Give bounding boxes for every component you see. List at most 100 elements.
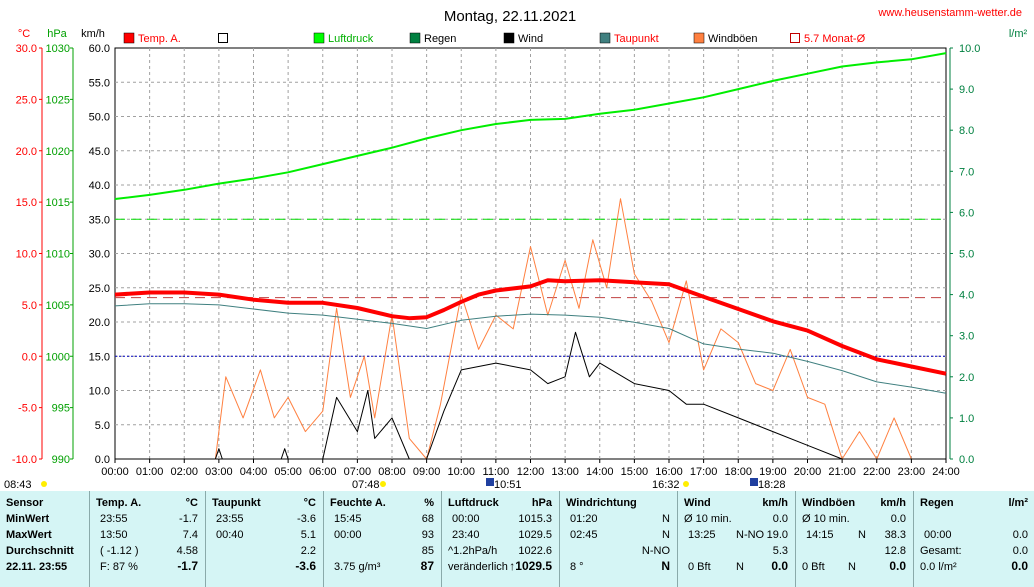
stats-temp-humidity-note: F: 87 % (100, 561, 138, 573)
stats-wind-max-dir: N-NO (736, 529, 765, 541)
stats-wind-bft: 0 Bft (688, 561, 711, 573)
sunrise-icon (380, 481, 386, 487)
sunset-icon (683, 481, 689, 487)
temperature-line (114, 278, 947, 376)
rain-tick-label: 7.0 (959, 166, 974, 178)
stats-pressure-current: ↑1029.5 (509, 559, 552, 573)
temp-tick-label: 15.0 (16, 197, 37, 209)
stats-dew-max-time: 00:40 (216, 529, 244, 541)
x-tick-label: 16:00 (655, 466, 683, 478)
rain-tick-label: 9.0 (959, 84, 974, 96)
stats-dew-min-time: 23:55 (216, 513, 244, 525)
stats-wind-avg10-label: Ø 10 min. (684, 513, 732, 525)
legend-swatch (503, 32, 515, 44)
speed-tick-label: 20.0 (89, 317, 110, 329)
legend-swatch (693, 32, 705, 44)
stats-unit-dew: °C (303, 497, 316, 509)
speed-tick-label: 30.0 (89, 249, 110, 261)
stats-pressure-trend: ^1.2hPa/h (448, 545, 498, 557)
legend-swatch (218, 33, 228, 43)
stats-temp-avg: 4.58 (176, 545, 198, 557)
stats-gusts-max-dir: N (858, 529, 866, 541)
stats-gusts-avg: 12.8 (884, 545, 906, 557)
rain-tick-label: 4.0 (959, 290, 974, 302)
stats-col-sensor: Sensor MinWert MaxWert Durchschnitt 22.1… (0, 491, 88, 587)
stats-temp-max-time: 13:50 (100, 529, 128, 541)
x-tick-label: 24:00 (932, 466, 960, 478)
rain-unit-label: l/m² (1009, 28, 1028, 40)
pressure-tick-label: 1020 (46, 146, 70, 158)
stats-pressure-min-time: 00:00 (452, 513, 480, 525)
stats-humidity-avg: 85 (421, 545, 434, 557)
x-tick-label: 18:00 (724, 466, 752, 478)
stats-pressure-min: 1015.3 (518, 513, 552, 525)
stats-row-label-min: MinWert (6, 513, 50, 525)
stats-humidity-current: 87 (420, 559, 434, 573)
stats-gusts-avg10-label: Ø 10 min. (802, 513, 850, 525)
stats-header-rain: Regen (920, 497, 954, 509)
stats-row-label-max: MaxWert (6, 529, 52, 541)
temp-tick-label: 5.0 (22, 300, 37, 312)
stats-header-sensor: Sensor (6, 497, 44, 509)
speed-tick-label: 60.0 (89, 43, 110, 55)
stats-winddir-min-time: 01:20 (570, 513, 598, 525)
x-tick-label: 03:00 (205, 466, 233, 478)
stats-humidity-max: 93 (421, 529, 434, 541)
stats-row-label-current: 22.11. 23:55 (6, 561, 68, 573)
rain-tick-label: 3.0 (959, 331, 974, 343)
stats-col-rain: Regen l/m² 00:00 0.0 Gesamt: 0.0 0.0 l/m… (914, 491, 1034, 587)
stats-unit-humidity: % (424, 497, 434, 509)
speed-tick-label: 15.0 (89, 351, 110, 363)
stats-unit-pressure: hPa (531, 497, 552, 509)
stats-gusts-max: 38.3 (884, 529, 906, 541)
x-tick-label: 04:00 (240, 466, 268, 478)
stats-pressure-avg: 1022.6 (518, 545, 552, 557)
speed-tick-label: 40.0 (89, 180, 110, 192)
stats-temp-avg-note: ( -1.12 ) (100, 545, 139, 557)
x-tick-label: 11:00 (483, 466, 510, 478)
x-tick-label: 10:00 (447, 466, 475, 478)
stats-humidity-absolute: 3.75 g/m³ (334, 561, 381, 573)
stats-pressure-forecast: veränderlich (448, 561, 508, 573)
rain-tick-label: 8.0 (959, 125, 974, 137)
temp-tick-label: 20.0 (16, 146, 37, 158)
rain-tick-label: 10.0 (959, 43, 980, 55)
x-tick-label: 22:00 (863, 466, 891, 478)
rain-tick-label: 0.0 (959, 454, 974, 466)
pressure-tick-label: 1000 (46, 351, 70, 363)
x-tick-label: 06:00 (309, 466, 337, 478)
stats-col-gusts: Windböen km/h Ø 10 min. 0.0 14:15 N 38.3… (796, 491, 912, 587)
x-tick-label: 19:00 (759, 466, 787, 478)
stats-gusts-max-time: 14:15 (806, 529, 834, 541)
chart-title: Montag, 22.11.2021 (444, 8, 576, 25)
legend-swatch (313, 32, 325, 44)
speed-tick-label: 50.0 (89, 112, 110, 124)
marker-sun-icon-0 (41, 481, 47, 487)
weather-chart: Montag, 22.11.2021 www.heusenstamm-wette… (4, 7, 1028, 491)
stats-temp-max: 7.4 (182, 529, 198, 541)
x-tick-label: 13:00 (551, 466, 579, 478)
stats-temp-current: -1.7 (177, 559, 198, 573)
stats-wind-avg10: 0.0 (772, 513, 788, 525)
pressure-unit-label: hPa (47, 28, 67, 40)
chart-legend: Temp. A. Luftdruck Regen Wind Taupunkt Windbö… (123, 32, 866, 45)
speed-tick-label: 55.0 (89, 77, 110, 89)
stats-rain-current: 0.0 (1011, 559, 1028, 573)
x-tick-label: 12:00 (517, 466, 545, 478)
stats-unit-gusts: km/h (880, 497, 906, 509)
website-link[interactable]: www.heusenstamm-wetter.de (877, 7, 1022, 19)
temp-tick-label: 25.0 (16, 94, 37, 106)
temp-tick-label: -10.0 (12, 454, 37, 466)
marker-time-1: 10:51 (494, 479, 522, 491)
stats-winddir-max: N (662, 529, 670, 541)
sunset-time: 16:32 (652, 479, 680, 491)
speed-tick-label: 45.0 (89, 146, 110, 158)
legend-swatch (790, 33, 800, 43)
gust-line (115, 198, 946, 460)
speed-tick-label: 35.0 (89, 214, 110, 226)
pressure-tick-label: 990 (52, 454, 70, 466)
stats-pressure-max: 1029.5 (518, 529, 552, 541)
rain-tick-label: 6.0 (959, 207, 974, 219)
stats-gusts-current-dir: N (848, 561, 856, 573)
stats-winddir-avg: N-NO (641, 545, 670, 557)
